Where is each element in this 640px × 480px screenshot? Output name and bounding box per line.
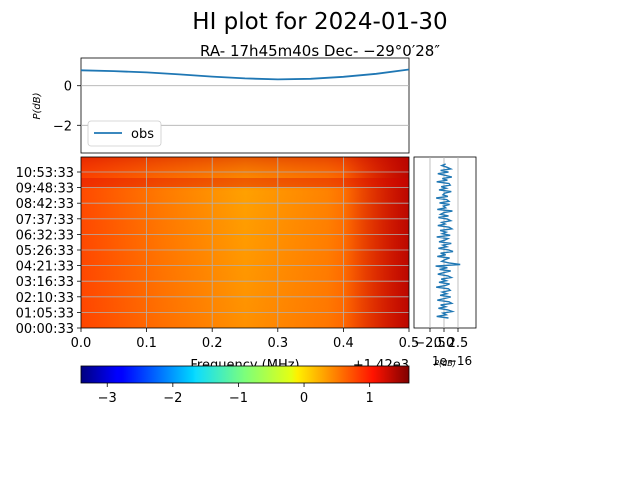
waterfall-x-tick-label: 0.2 [202,336,223,351]
side-xlabel: P(dB) [434,359,456,368]
colorbar-tick-label: 1 [365,391,373,406]
waterfall-grid [81,157,409,328]
top-ylabel: P(dB) [32,92,43,119]
waterfall-x-tick-label: 0.0 [71,336,92,351]
side-x-ticks: −2.50.02.5 [414,328,468,351]
waterfall-panel: 00:00:3301:05:3302:10:3303:16:3304:21:33… [16,156,420,373]
waterfall-x-tick-label: 0.1 [136,336,157,351]
waterfall-x-tick-label: 0.5 [399,336,420,351]
legend-obs-label: obs [131,127,154,142]
legend-box [87,120,162,147]
waterfall-y-tick-label: 08:42:33 [16,197,74,212]
side-x-tick-label: 2.5 [448,336,469,351]
top-y-tick-label: 0 [64,80,72,95]
side-x-tick-label: −2.5 [414,336,446,351]
obs-series-line [81,68,409,81]
waterfall-frame [80,156,410,329]
waterfall-y-tick-label: 10:53:33 [16,166,74,181]
figure-title: HI plot for 2024-01-30 [192,9,447,35]
colorbar-tick-label: 0 [300,391,308,406]
waterfall-y-tick-label: 02:10:33 [16,291,74,306]
waterfall-hot-edge [81,157,409,328]
waterfall-y-tick-label: 04:21:33 [16,260,74,275]
colorbar-gradient [80,365,410,384]
top-panel: 0 −2 P(dB) obs [32,57,410,154]
waterfall-y-ticks: 00:00:3301:05:3302:10:3303:16:3304:21:33… [16,166,81,337]
waterfall-y-tick-label: 00:00:33 [16,322,74,337]
side-x-offset: 1e−16 [432,354,472,368]
side-series-line [435,163,461,319]
colorbar: −3 −2 −1 0 1 [80,365,410,406]
top-y-ticks: 0 −2 [53,80,81,134]
colorbar-tick-label: −3 [98,391,117,406]
waterfall-band [81,178,409,187]
waterfall-y-tick-label: 09:48:33 [16,182,74,197]
waterfall-x-tick-label: 0.4 [333,336,354,351]
waterfall-y-tick-label: 03:16:33 [16,275,74,290]
top-legend: obs [87,120,162,147]
waterfall-y-tick-label: 06:32:33 [16,228,74,243]
waterfall-x-tick-label: 0.3 [267,336,288,351]
waterfall-y-tick-label: 05:26:33 [16,244,74,259]
colorbar-tick-label: −1 [229,391,248,406]
side-panel: −2.50.02.5 1e−16 P(dB) [413,156,477,368]
figure-subtitle: RA- 17h45m40s Dec- −29°0′28″ [200,42,440,60]
waterfall-y-tick-label: 07:37:33 [16,213,74,228]
waterfall-y-tick-label: 01:05:33 [16,306,74,321]
side-x-tick-label: 0.0 [434,336,455,351]
waterfall-x-ticks: 0.0 0.1 0.2 0.3 0.4 0.5 [71,328,420,351]
colorbar-tick-label: −2 [163,391,182,406]
colorbar-ticks: −3 −2 −1 0 1 [98,383,374,406]
top-y-tick-label: −2 [53,119,72,134]
